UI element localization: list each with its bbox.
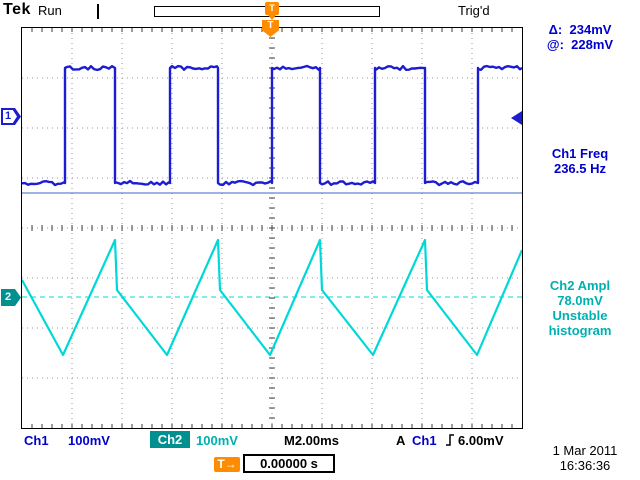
acquisition-state: Run bbox=[38, 3, 62, 18]
ch1-measurement-value: 236.5 Hz bbox=[553, 161, 607, 176]
ch2-label: Ch2 bbox=[150, 431, 190, 448]
trigger-level-readout: 6.00mV bbox=[458, 433, 504, 448]
trigger-status: Trig'd bbox=[458, 3, 490, 18]
graticule-svg bbox=[22, 28, 522, 428]
cursor-at: @: 228mV bbox=[524, 37, 636, 52]
header-separator bbox=[97, 4, 99, 19]
cursor-delta: Δ: 234mV bbox=[524, 22, 636, 37]
ch1-position-marker: 1 bbox=[1, 108, 21, 125]
ch1-scale: 100mV bbox=[68, 433, 110, 448]
trigger-source: Ch1 bbox=[412, 433, 437, 448]
ch2-position-marker-label: 2 bbox=[4, 291, 12, 303]
trigger-position-record-marker: T bbox=[265, 2, 279, 15]
timebase-readout: M2.00ms bbox=[284, 433, 339, 448]
cursor-at-label: @: bbox=[546, 37, 564, 52]
ch1-label: Ch1 bbox=[24, 433, 49, 448]
cursor-at-value: 228mV bbox=[571, 37, 614, 52]
rising-edge-icon bbox=[446, 434, 454, 446]
ch2-measurement-qualifier-1: Unstable bbox=[552, 308, 608, 323]
ch2-position-marker: 2 bbox=[1, 289, 21, 306]
trigger-position-footer-icon: T→ bbox=[214, 457, 240, 472]
ch1-position-marker-body bbox=[3, 110, 17, 123]
cursor-delta-value: 234mV bbox=[569, 22, 612, 37]
cursor-readout: Δ: 234mV @: 228mV bbox=[524, 22, 636, 52]
trigger-mode: A bbox=[396, 433, 406, 448]
ch1-measurement-title: Ch1 Freq bbox=[551, 146, 609, 161]
ch2-measurement-value: 78.0mV bbox=[557, 293, 603, 308]
cursor-delta-label: Δ: bbox=[548, 22, 563, 37]
tek-logo: Tek bbox=[3, 1, 31, 18]
date: 1 Mar 2011 bbox=[552, 443, 618, 458]
ch2-scale: 100mV bbox=[196, 433, 238, 448]
graticule bbox=[21, 27, 523, 429]
ch1-measurement: Ch1 Freq 236.5 Hz bbox=[524, 146, 636, 176]
time: 16:36:36 bbox=[559, 458, 611, 473]
trigger-time-flag: T bbox=[262, 20, 279, 37]
ch2-measurement-title: Ch2 Ampl bbox=[549, 278, 611, 293]
datetime: 1 Mar 2011 16:36:36 bbox=[535, 443, 635, 473]
trigger-position-value: 0.00000 s bbox=[243, 454, 335, 473]
ch2-measurement: Ch2 Ampl 78.0mV Unstable histogram bbox=[524, 278, 636, 338]
trigger-position-arrow-icon bbox=[268, 15, 276, 20]
ch2-measurement-qualifier-2: histogram bbox=[548, 323, 612, 338]
ch1-position-marker-label: 1 bbox=[4, 110, 12, 122]
